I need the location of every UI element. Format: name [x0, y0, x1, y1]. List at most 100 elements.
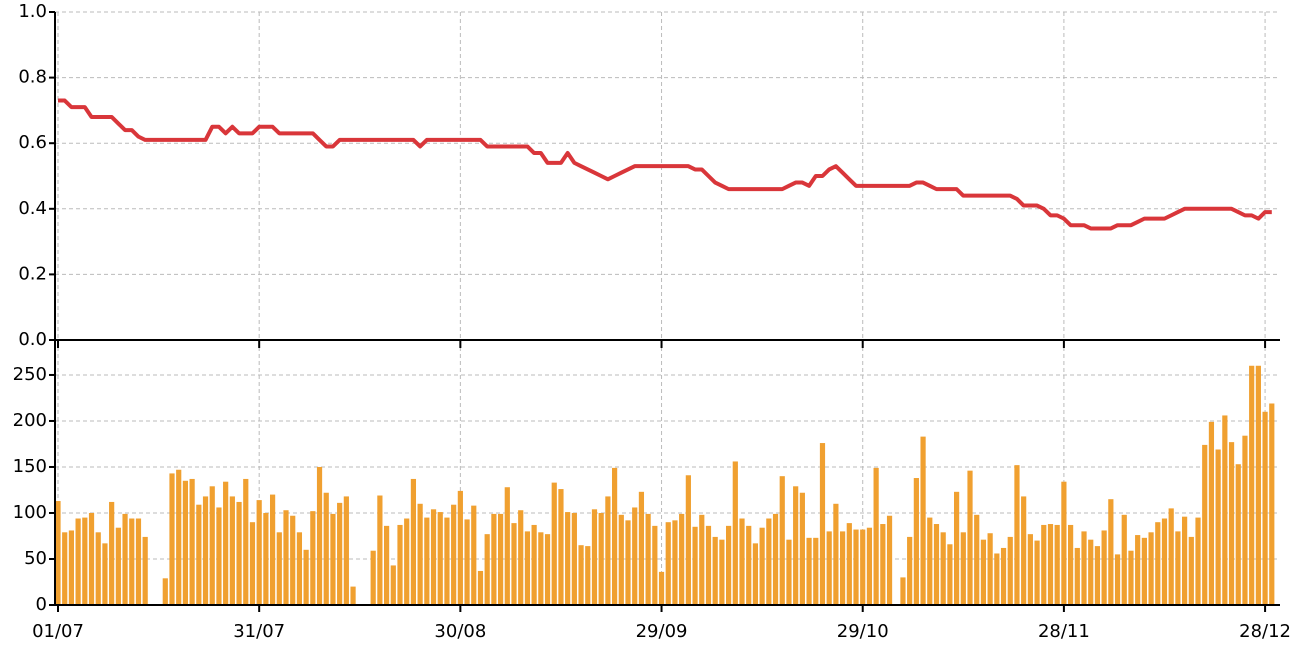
bar	[759, 527, 765, 605]
bar	[933, 524, 940, 605]
bar	[316, 466, 323, 605]
y-tick-label: 0.8	[18, 67, 47, 88]
bar	[1269, 403, 1275, 605]
bar	[960, 532, 966, 605]
bar	[75, 518, 81, 605]
bar	[276, 532, 282, 605]
bar	[229, 496, 235, 605]
y-tick-label: 1.0	[18, 1, 47, 22]
bar	[940, 532, 946, 605]
bar	[330, 513, 336, 605]
bar	[840, 531, 846, 605]
y-tick-label: 250	[13, 364, 47, 385]
bar	[202, 496, 209, 605]
bar	[95, 532, 101, 605]
bar	[1255, 365, 1261, 605]
bar	[1161, 518, 1168, 605]
bar	[404, 518, 410, 605]
bar	[967, 470, 973, 605]
bar	[504, 487, 510, 605]
bar	[62, 532, 68, 605]
bar	[1202, 444, 1208, 605]
bar	[598, 512, 604, 605]
bar	[243, 478, 249, 605]
bar	[518, 510, 524, 605]
bar	[1101, 530, 1107, 605]
bar	[209, 486, 215, 605]
bar	[444, 517, 450, 605]
bar	[719, 539, 725, 605]
bar	[1222, 415, 1228, 605]
bar	[109, 501, 115, 605]
y-tick-label: 100	[13, 502, 47, 523]
bar	[538, 532, 544, 605]
bar	[162, 578, 168, 605]
bar	[531, 524, 537, 605]
bar	[129, 518, 135, 605]
bar	[746, 525, 752, 605]
bar	[699, 514, 705, 605]
x-tick-label: 28/11	[1038, 621, 1090, 642]
bar	[886, 515, 893, 605]
bar	[638, 491, 645, 605]
bar	[343, 496, 349, 605]
bar	[1088, 539, 1094, 605]
bar	[169, 473, 175, 605]
bar	[692, 526, 698, 605]
bar	[176, 469, 182, 605]
bar	[866, 527, 873, 605]
bar	[383, 525, 390, 605]
bar	[430, 509, 437, 605]
y-tick-label: 0.0	[18, 329, 47, 350]
bar	[752, 543, 759, 605]
bar	[665, 522, 671, 605]
bar	[377, 495, 383, 605]
bar	[290, 515, 296, 605]
x-tick-label: 29/09	[636, 621, 688, 642]
bar	[115, 527, 121, 605]
bar	[779, 476, 785, 605]
bar	[987, 533, 993, 605]
bar	[571, 512, 577, 605]
bar	[632, 507, 638, 605]
bar	[135, 518, 142, 605]
bar	[947, 544, 953, 605]
bar	[793, 486, 799, 605]
bar	[477, 570, 484, 605]
bar	[256, 500, 262, 605]
bar	[1141, 537, 1147, 605]
bar	[55, 501, 61, 605]
bar	[223, 481, 229, 605]
bar	[122, 513, 128, 605]
bar	[1155, 522, 1161, 605]
bar	[551, 482, 557, 605]
bar	[1061, 481, 1067, 605]
bar	[806, 537, 812, 605]
bar	[511, 523, 517, 605]
bar	[451, 504, 457, 605]
y-tick-label: 200	[13, 410, 47, 431]
bar	[417, 503, 423, 605]
bar	[1135, 535, 1141, 605]
bar	[913, 478, 919, 605]
y-tick-label: 0.4	[18, 198, 47, 219]
bar	[578, 545, 584, 605]
bar	[954, 491, 960, 605]
bar	[390, 565, 396, 605]
bar	[296, 532, 303, 605]
bar	[82, 517, 88, 605]
bar	[1208, 421, 1215, 605]
bar	[1114, 554, 1121, 605]
bar	[658, 571, 665, 605]
bar	[1215, 449, 1221, 605]
bar	[611, 467, 618, 605]
bar	[900, 577, 906, 605]
bar	[772, 513, 779, 605]
bar	[726, 525, 732, 605]
bar	[1034, 540, 1040, 605]
bar	[1108, 499, 1114, 605]
bar	[1041, 524, 1047, 605]
bar	[524, 531, 531, 605]
bar	[739, 518, 745, 605]
bar	[585, 546, 591, 605]
